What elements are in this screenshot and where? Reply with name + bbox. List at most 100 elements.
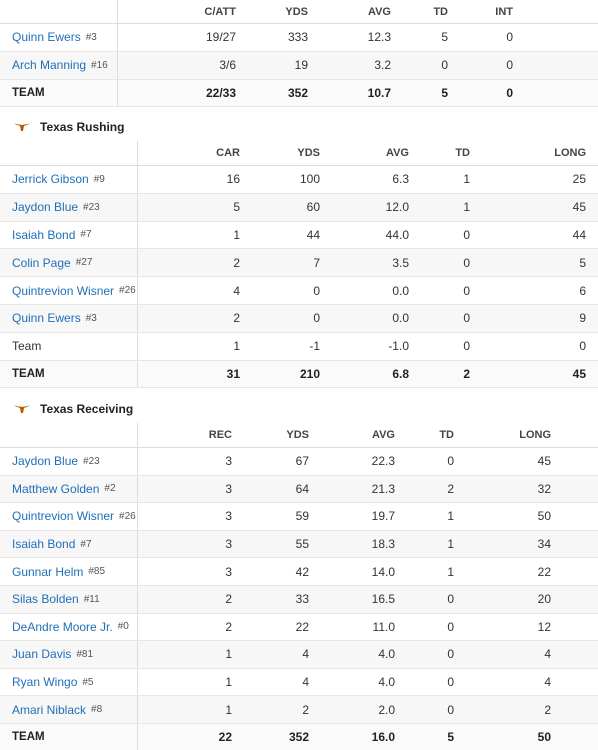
stat-value: 18.3 (371, 537, 395, 552)
jersey-number: #26 (119, 510, 136, 522)
jersey-number: #23 (83, 201, 100, 213)
player-row: Colin Page #27 2 7 3.5 0 5 (0, 249, 598, 278)
player-row: Amari Niblack #8 1 2 2.0 0 2 (0, 696, 598, 724)
stat-value: 0 (463, 311, 470, 326)
column-divider (137, 423, 138, 447)
stat-value: 0.0 (392, 311, 409, 326)
column-header: TD (439, 429, 454, 441)
stat-value: 2 (302, 702, 309, 717)
stat-value: 0 (463, 255, 470, 270)
stat-value: 1 (447, 564, 454, 579)
stat-value: 60 (306, 200, 320, 215)
stat-value: 45 (572, 366, 586, 381)
stat-value: 0 (441, 58, 448, 73)
stat-value: 1 (463, 200, 470, 215)
stat-value: 10.7 (367, 85, 391, 100)
rushing-title: Texas Rushing (40, 120, 125, 134)
player-link[interactable]: Colin Page (12, 255, 71, 270)
column-header: AVG (367, 5, 391, 18)
stat-value: 3.5 (392, 255, 409, 270)
player-link[interactable]: Quintrevion Wisner (12, 509, 115, 524)
column-divider (137, 503, 138, 530)
stat-value: 14.0 (371, 564, 395, 579)
stat-value: 12.0 (385, 200, 409, 215)
column-header: YDS (297, 147, 320, 159)
column-header: AVG (385, 147, 409, 159)
player-name-cell: Gunnar Helm #85 (12, 558, 105, 585)
player-link[interactable]: Jaydon Blue (12, 200, 79, 215)
column-divider (137, 448, 138, 475)
stat-value: 0 (506, 30, 513, 45)
player-link[interactable]: Isaiah Bond (12, 227, 76, 242)
team-name: Team (12, 339, 42, 354)
player-link[interactable]: Amari Niblack (12, 702, 87, 717)
column-divider (137, 166, 138, 193)
stat-value: 12 (537, 619, 551, 634)
player-link[interactable]: Juan Davis (12, 647, 72, 662)
stat-value: 64 (295, 481, 309, 496)
column-divider (137, 249, 138, 277)
player-name-cell: Colin Page #27 (12, 249, 92, 276)
stat-value: 5 (579, 255, 586, 270)
stat-value: 34 (537, 537, 551, 552)
stat-value: 0 (313, 311, 320, 326)
stat-value: 44 (306, 227, 320, 242)
stat-value: 100 (299, 172, 320, 187)
stat-value: 3 (225, 537, 232, 552)
player-link[interactable]: Isaiah Bond (12, 537, 76, 552)
stat-value: 5 (441, 85, 448, 100)
jersey-number: #27 (75, 257, 93, 269)
stat-value: 0 (463, 283, 470, 298)
column-divider (137, 530, 138, 558)
rushing-section-header: Texas Rushing (0, 108, 598, 146)
stat-value: 4 (544, 647, 551, 662)
player-link[interactable]: Gunnar Helm (12, 564, 84, 579)
player-link[interactable]: Quinn Ewers (12, 30, 81, 45)
stat-value: 0 (463, 227, 470, 242)
stat-value: 3 (225, 481, 232, 496)
player-link[interactable]: DeAndre Moore Jr. (12, 619, 113, 634)
player-link[interactable]: Jaydon Blue (12, 454, 79, 469)
player-link[interactable]: Matthew Golden (12, 481, 100, 496)
stat-value: 6.3 (392, 172, 409, 187)
player-name-cell: Team (12, 333, 41, 360)
team-label: TEAM (12, 86, 45, 99)
passing-stats-table: C/ATT YDS AVG TD INT Quinn Ewers #3 19/27 333 12.… (0, 0, 598, 108)
player-name-cell: Juan Davis #81 (12, 641, 93, 668)
player-row: Arch Manning #16 3/6 19 3.2 0 0 (0, 51, 598, 80)
stat-value: 0 (447, 702, 454, 717)
stat-value: 0 (447, 619, 454, 634)
stat-value: 42 (295, 564, 309, 579)
stat-value: 9 (579, 311, 586, 326)
column-divider (137, 277, 138, 304)
player-row: Isaiah Bond #7 1 44 44.0 0 44 (0, 221, 598, 250)
stat-value: 4 (544, 675, 551, 690)
player-link[interactable]: Silas Bolden (12, 592, 79, 607)
player-link[interactable]: Quintrevion Wisner (12, 283, 115, 298)
player-name-cell: Quinn Ewers #3 (12, 305, 97, 332)
player-link[interactable]: Ryan Wingo (12, 675, 78, 690)
player-row: Quintrevion Wisner #26 4 0 0.0 0 6 (0, 277, 598, 305)
stat-value: 20 (537, 592, 551, 607)
player-row: Jerrick Gibson #9 16 100 6.3 1 25 (0, 166, 598, 194)
player-link[interactable]: Arch Manning (12, 58, 87, 73)
player-name-cell: Matthew Golden #2 (12, 476, 116, 503)
player-link[interactable]: Quinn Ewers (12, 311, 81, 326)
stat-value: 0 (463, 339, 470, 354)
stat-value: 1 (447, 509, 454, 524)
player-link[interactable]: Jerrick Gibson (12, 172, 89, 187)
column-divider (137, 304, 138, 332)
player-row: Quinn Ewers #3 2 0 0.0 0 9 (0, 304, 598, 333)
team-label: TEAM (12, 367, 45, 380)
jersey-number: #16 (91, 59, 108, 71)
column-divider (117, 0, 118, 23)
column-header: AVG (371, 429, 395, 441)
team-label: TEAM (12, 731, 45, 744)
stat-value: 7 (313, 255, 320, 270)
player-name-cell: Isaiah Bond #7 (12, 222, 92, 249)
column-divider (137, 613, 138, 641)
stat-value: 2 (463, 366, 470, 381)
player-name-cell: Isaiah Bond #7 (12, 531, 92, 558)
table-header-row: CAR YDS AVG TD LONG (0, 141, 598, 166)
stat-value: 2 (233, 311, 240, 326)
